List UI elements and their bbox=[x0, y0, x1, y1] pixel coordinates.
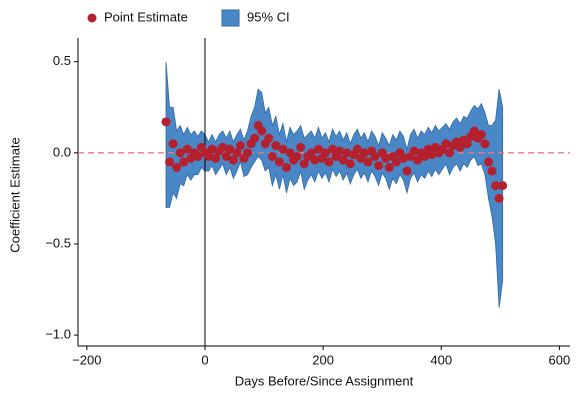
legend-label: 95% CI bbox=[247, 9, 290, 24]
y-tick-label: −0.5 bbox=[45, 235, 71, 250]
point bbox=[204, 151, 214, 161]
y-axis-label: Coefficient Estimate bbox=[7, 137, 22, 252]
point bbox=[313, 144, 323, 154]
point bbox=[250, 133, 260, 143]
point bbox=[218, 142, 228, 152]
point bbox=[427, 150, 437, 160]
point bbox=[278, 144, 288, 154]
x-tick-label: 0 bbox=[201, 352, 208, 367]
point bbox=[391, 157, 401, 167]
point bbox=[498, 181, 508, 191]
point bbox=[370, 151, 380, 161]
point bbox=[168, 139, 178, 149]
legend-label: Point Estimate bbox=[104, 9, 188, 24]
legend-marker bbox=[221, 9, 240, 27]
point bbox=[232, 148, 242, 158]
y-tick-label: 0.5 bbox=[53, 53, 71, 68]
y-tick-label: 0.0 bbox=[53, 144, 71, 159]
point bbox=[413, 155, 423, 165]
x-tick-label: 200 bbox=[312, 352, 334, 367]
point bbox=[381, 153, 391, 163]
point bbox=[310, 155, 320, 165]
point bbox=[342, 148, 352, 158]
point bbox=[264, 133, 274, 143]
point bbox=[494, 193, 504, 203]
point bbox=[469, 126, 479, 136]
point bbox=[320, 148, 330, 158]
point bbox=[211, 153, 221, 163]
point bbox=[384, 162, 394, 172]
point bbox=[207, 144, 217, 154]
point bbox=[480, 139, 490, 149]
point bbox=[352, 144, 362, 154]
point bbox=[455, 142, 465, 152]
point bbox=[338, 155, 348, 165]
x-tick-label: 400 bbox=[430, 352, 452, 367]
point bbox=[281, 162, 291, 172]
point bbox=[487, 166, 497, 176]
point bbox=[335, 146, 345, 156]
point bbox=[296, 142, 306, 152]
point bbox=[491, 181, 501, 191]
point bbox=[306, 148, 316, 158]
point bbox=[324, 157, 334, 167]
point bbox=[409, 146, 419, 156]
x-tick-label: −200 bbox=[72, 352, 101, 367]
point bbox=[398, 153, 408, 163]
point bbox=[285, 148, 295, 158]
x-tick-label: 600 bbox=[549, 352, 571, 367]
x-axis-label: Days Before/Since Assignment bbox=[235, 373, 414, 388]
y-tick-label: −1.0 bbox=[45, 327, 71, 342]
point bbox=[359, 148, 369, 158]
point bbox=[420, 151, 430, 161]
point bbox=[221, 151, 231, 161]
point bbox=[445, 148, 455, 158]
point bbox=[165, 157, 175, 167]
point bbox=[182, 144, 192, 154]
point bbox=[243, 148, 253, 158]
point bbox=[267, 151, 277, 161]
point bbox=[476, 130, 486, 140]
point bbox=[193, 151, 203, 161]
point bbox=[175, 148, 185, 158]
point bbox=[225, 144, 235, 154]
point bbox=[441, 139, 451, 149]
point bbox=[292, 151, 302, 161]
point bbox=[374, 161, 384, 171]
point bbox=[328, 144, 338, 154]
point bbox=[257, 126, 267, 136]
point bbox=[161, 117, 171, 127]
ci-band bbox=[165, 61, 504, 308]
legend-marker bbox=[87, 13, 97, 23]
point bbox=[172, 162, 182, 172]
point bbox=[179, 157, 189, 167]
point bbox=[274, 157, 284, 167]
point bbox=[462, 139, 472, 149]
point bbox=[299, 159, 309, 169]
point bbox=[345, 159, 355, 169]
point bbox=[402, 166, 412, 176]
point bbox=[271, 141, 281, 151]
point bbox=[228, 155, 238, 165]
point bbox=[363, 157, 373, 167]
point bbox=[483, 157, 493, 167]
point bbox=[235, 141, 245, 151]
